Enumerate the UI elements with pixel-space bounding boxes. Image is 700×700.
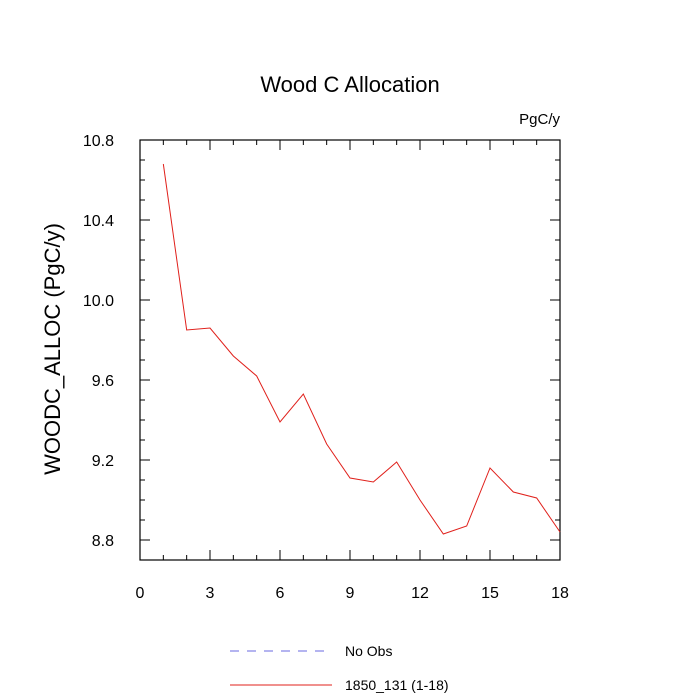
axis-tick-labels: 0 3 6 9 12 15 18 8.8 9.2 9.6 10.0 10.4 10.8 <box>83 133 569 602</box>
axis-ticks <box>139 139 561 561</box>
units-label: PgC/y <box>519 111 560 128</box>
y-tick-label: 10.8 <box>83 133 114 150</box>
x-tick-label: 18 <box>551 585 569 602</box>
series-layer <box>162 163 561 535</box>
legend-label: 1850_131 (1-18) <box>345 677 449 693</box>
series-line-0 <box>162 163 561 535</box>
y-tick-label: 10.4 <box>83 213 114 230</box>
x-tick-label: 0 <box>136 585 145 602</box>
y-tick-label: 9.2 <box>92 453 114 470</box>
plot-frame <box>139 139 561 561</box>
y-tick-label: 8.8 <box>92 533 114 550</box>
chart-title: Wood C Allocation <box>260 72 439 97</box>
y-tick-label: 10.0 <box>83 293 114 310</box>
x-tick-label: 3 <box>206 585 215 602</box>
legend-label: No Obs <box>345 643 392 659</box>
y-axis-label: WOODC_ALLOC (PgC/y) <box>40 223 65 475</box>
x-tick-label: 15 <box>481 585 499 602</box>
x-tick-label: 12 <box>411 585 429 602</box>
x-tick-label: 6 <box>276 585 285 602</box>
y-tick-label: 9.6 <box>92 373 114 390</box>
legend: No Obs 1850_131 (1-18) <box>230 643 449 693</box>
x-tick-label: 9 <box>346 585 355 602</box>
